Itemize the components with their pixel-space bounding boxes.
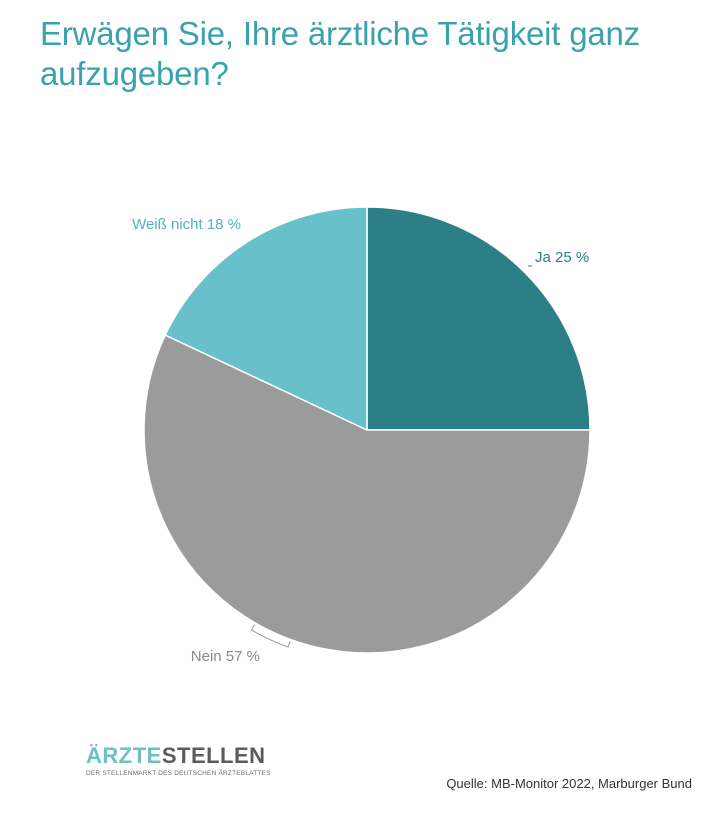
pie-slice-ja <box>366 206 591 431</box>
aerztestellen-logo: ÄRZTESTELLEN DER STELLENMARKT DES DEUTSC… <box>86 744 271 778</box>
logo-wordmark-part1: ÄRZTE <box>86 743 162 768</box>
source-note: Quelle: MB-Monitor 2022, Marburger Bund <box>446 776 692 791</box>
pie-slices <box>143 206 591 654</box>
logo-tagline: DER STELLENMARKT DES DEUTSCHEN ÄRZTEBLAT… <box>86 770 271 777</box>
slice-label-ja: Ja 25 % <box>535 249 589 266</box>
pie-slice-nein <box>143 334 591 654</box>
label-bracket-nein <box>250 624 291 648</box>
pie-slice-weiß-nicht <box>164 206 368 431</box>
chart-title: Erwägen Sie, Ihre ärztliche Tätigkeit ga… <box>40 15 640 92</box>
slice-label-nein: Nein 57 % <box>191 648 260 665</box>
logo-wordmark: ÄRZTESTELLEN <box>86 744 271 768</box>
logo-wordmark-part2: STELLEN <box>161 743 266 768</box>
slice-label-weiß-nicht: Weiß nicht 18 % <box>132 216 241 233</box>
